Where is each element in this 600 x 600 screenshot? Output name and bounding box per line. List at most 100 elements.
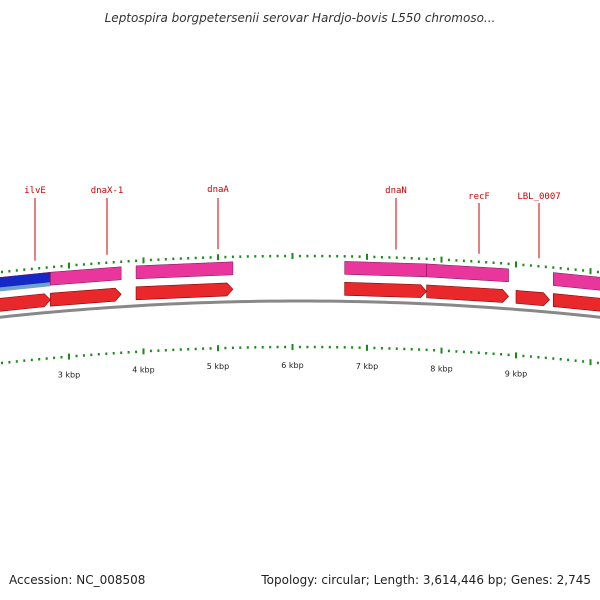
inner-minor-tick [209,347,212,350]
inner-minor-tick [112,352,115,355]
inner-major-tick [589,359,592,366]
gene-label: dnaN [385,186,407,196]
outer-minor-tick [559,267,562,270]
gene-feature-bar [344,261,427,278]
inner-minor-tick [8,361,11,364]
inner-minor-tick [306,345,309,349]
cds-arrow [344,282,428,298]
outer-minor-tick [1,270,3,274]
inner-minor-tick [194,347,197,351]
outer-minor-tick [112,261,115,264]
outer-minor-tick [120,260,123,263]
inner-minor-tick [313,345,316,349]
outer-minor-tick [187,257,190,260]
inner-minor-tick [351,346,354,349]
inner-tick-ring [1,344,599,366]
outer-minor-tick [380,256,383,259]
outer-minor-tick [351,255,354,258]
outer-minor-tick [97,262,100,265]
gene-feature-shadow [0,282,51,292]
outer-minor-tick [45,266,48,269]
outer-minor-tick [224,255,227,259]
outer-major-tick [589,268,592,275]
outer-minor-tick [388,256,391,259]
inner-minor-tick [544,356,547,360]
inner-minor-tick [157,349,160,352]
tick-label: 6 kbp [281,361,303,370]
outer-minor-tick [433,258,436,261]
chromosome-backbone [0,299,600,319]
inner-minor-tick [596,361,599,365]
inner-minor-tick [105,352,108,355]
gene-label: recF [468,192,490,202]
outer-major-tick [515,261,517,268]
inner-minor-tick [537,356,540,359]
inner-minor-tick [82,354,85,357]
inner-minor-tick [343,346,346,349]
inner-minor-tick [529,355,532,358]
outer-minor-tick [284,254,287,258]
inner-major-tick [142,348,145,355]
outer-minor-tick [157,258,160,261]
outer-minor-tick [574,268,577,271]
outer-minor-tick [82,263,85,266]
outer-minor-tick [306,254,309,258]
inner-minor-tick [1,361,3,365]
inner-minor-tick [500,353,503,356]
outer-minor-tick [149,258,152,262]
inner-minor-tick [321,345,324,349]
outer-minor-tick [53,265,56,269]
inner-major-tick [68,353,70,360]
inner-minor-tick [574,359,577,362]
inner-minor-tick [261,346,264,349]
inner-minor-tick [492,352,495,355]
inner-minor-tick [284,345,287,349]
inner-minor-tick [567,358,570,362]
outer-minor-tick [15,269,18,272]
outer-minor-tick [231,255,234,259]
inner-minor-tick [231,346,234,350]
outer-minor-tick [403,256,406,260]
outer-minor-tick [8,270,11,273]
gene-feature-bar [50,266,122,286]
inner-minor-tick [328,345,331,349]
outer-minor-tick [321,254,324,258]
inner-minor-tick [187,348,190,351]
gene-label: dnaX-1 [91,186,124,196]
outer-major-tick [291,253,294,259]
outer-minor-tick [395,256,398,259]
outer-minor-tick [202,256,205,259]
inner-major-tick [291,344,294,350]
outer-minor-tick [544,265,547,269]
outer-minor-tick [60,265,63,268]
inner-minor-tick [246,346,249,349]
outer-minor-tick [90,262,93,266]
inner-minor-tick [373,346,376,350]
outer-major-tick [440,256,443,263]
inner-minor-tick [179,348,182,351]
tick-label: 3 kbp [58,371,80,380]
inner-minor-tick [455,350,458,353]
inner-major-tick [366,344,368,351]
tick-label: 9 kbp [505,369,527,378]
cds-arrow [0,293,51,312]
outer-minor-tick [522,263,525,267]
tick-label: 4 kbp [132,365,154,374]
inner-minor-tick [403,347,406,351]
cds-arrow [515,290,550,306]
inner-minor-tick [224,346,227,350]
outer-minor-tick [261,255,264,258]
outer-minor-tick [276,254,279,258]
cds-arrow [552,293,600,312]
outer-minor-tick [179,257,182,260]
outer-minor-tick [164,258,167,261]
outer-major-tick [366,253,368,260]
inner-minor-tick [135,350,138,354]
inner-minor-tick [477,351,480,354]
tick-label: 8 kbp [430,365,452,374]
outer-minor-tick [358,255,361,258]
inner-minor-tick [559,358,562,361]
outer-minor-tick [194,256,197,260]
gene-label-layer: ilvE dnaX-1 dnaA dnaN recF LBL_0007 [24,185,561,261]
